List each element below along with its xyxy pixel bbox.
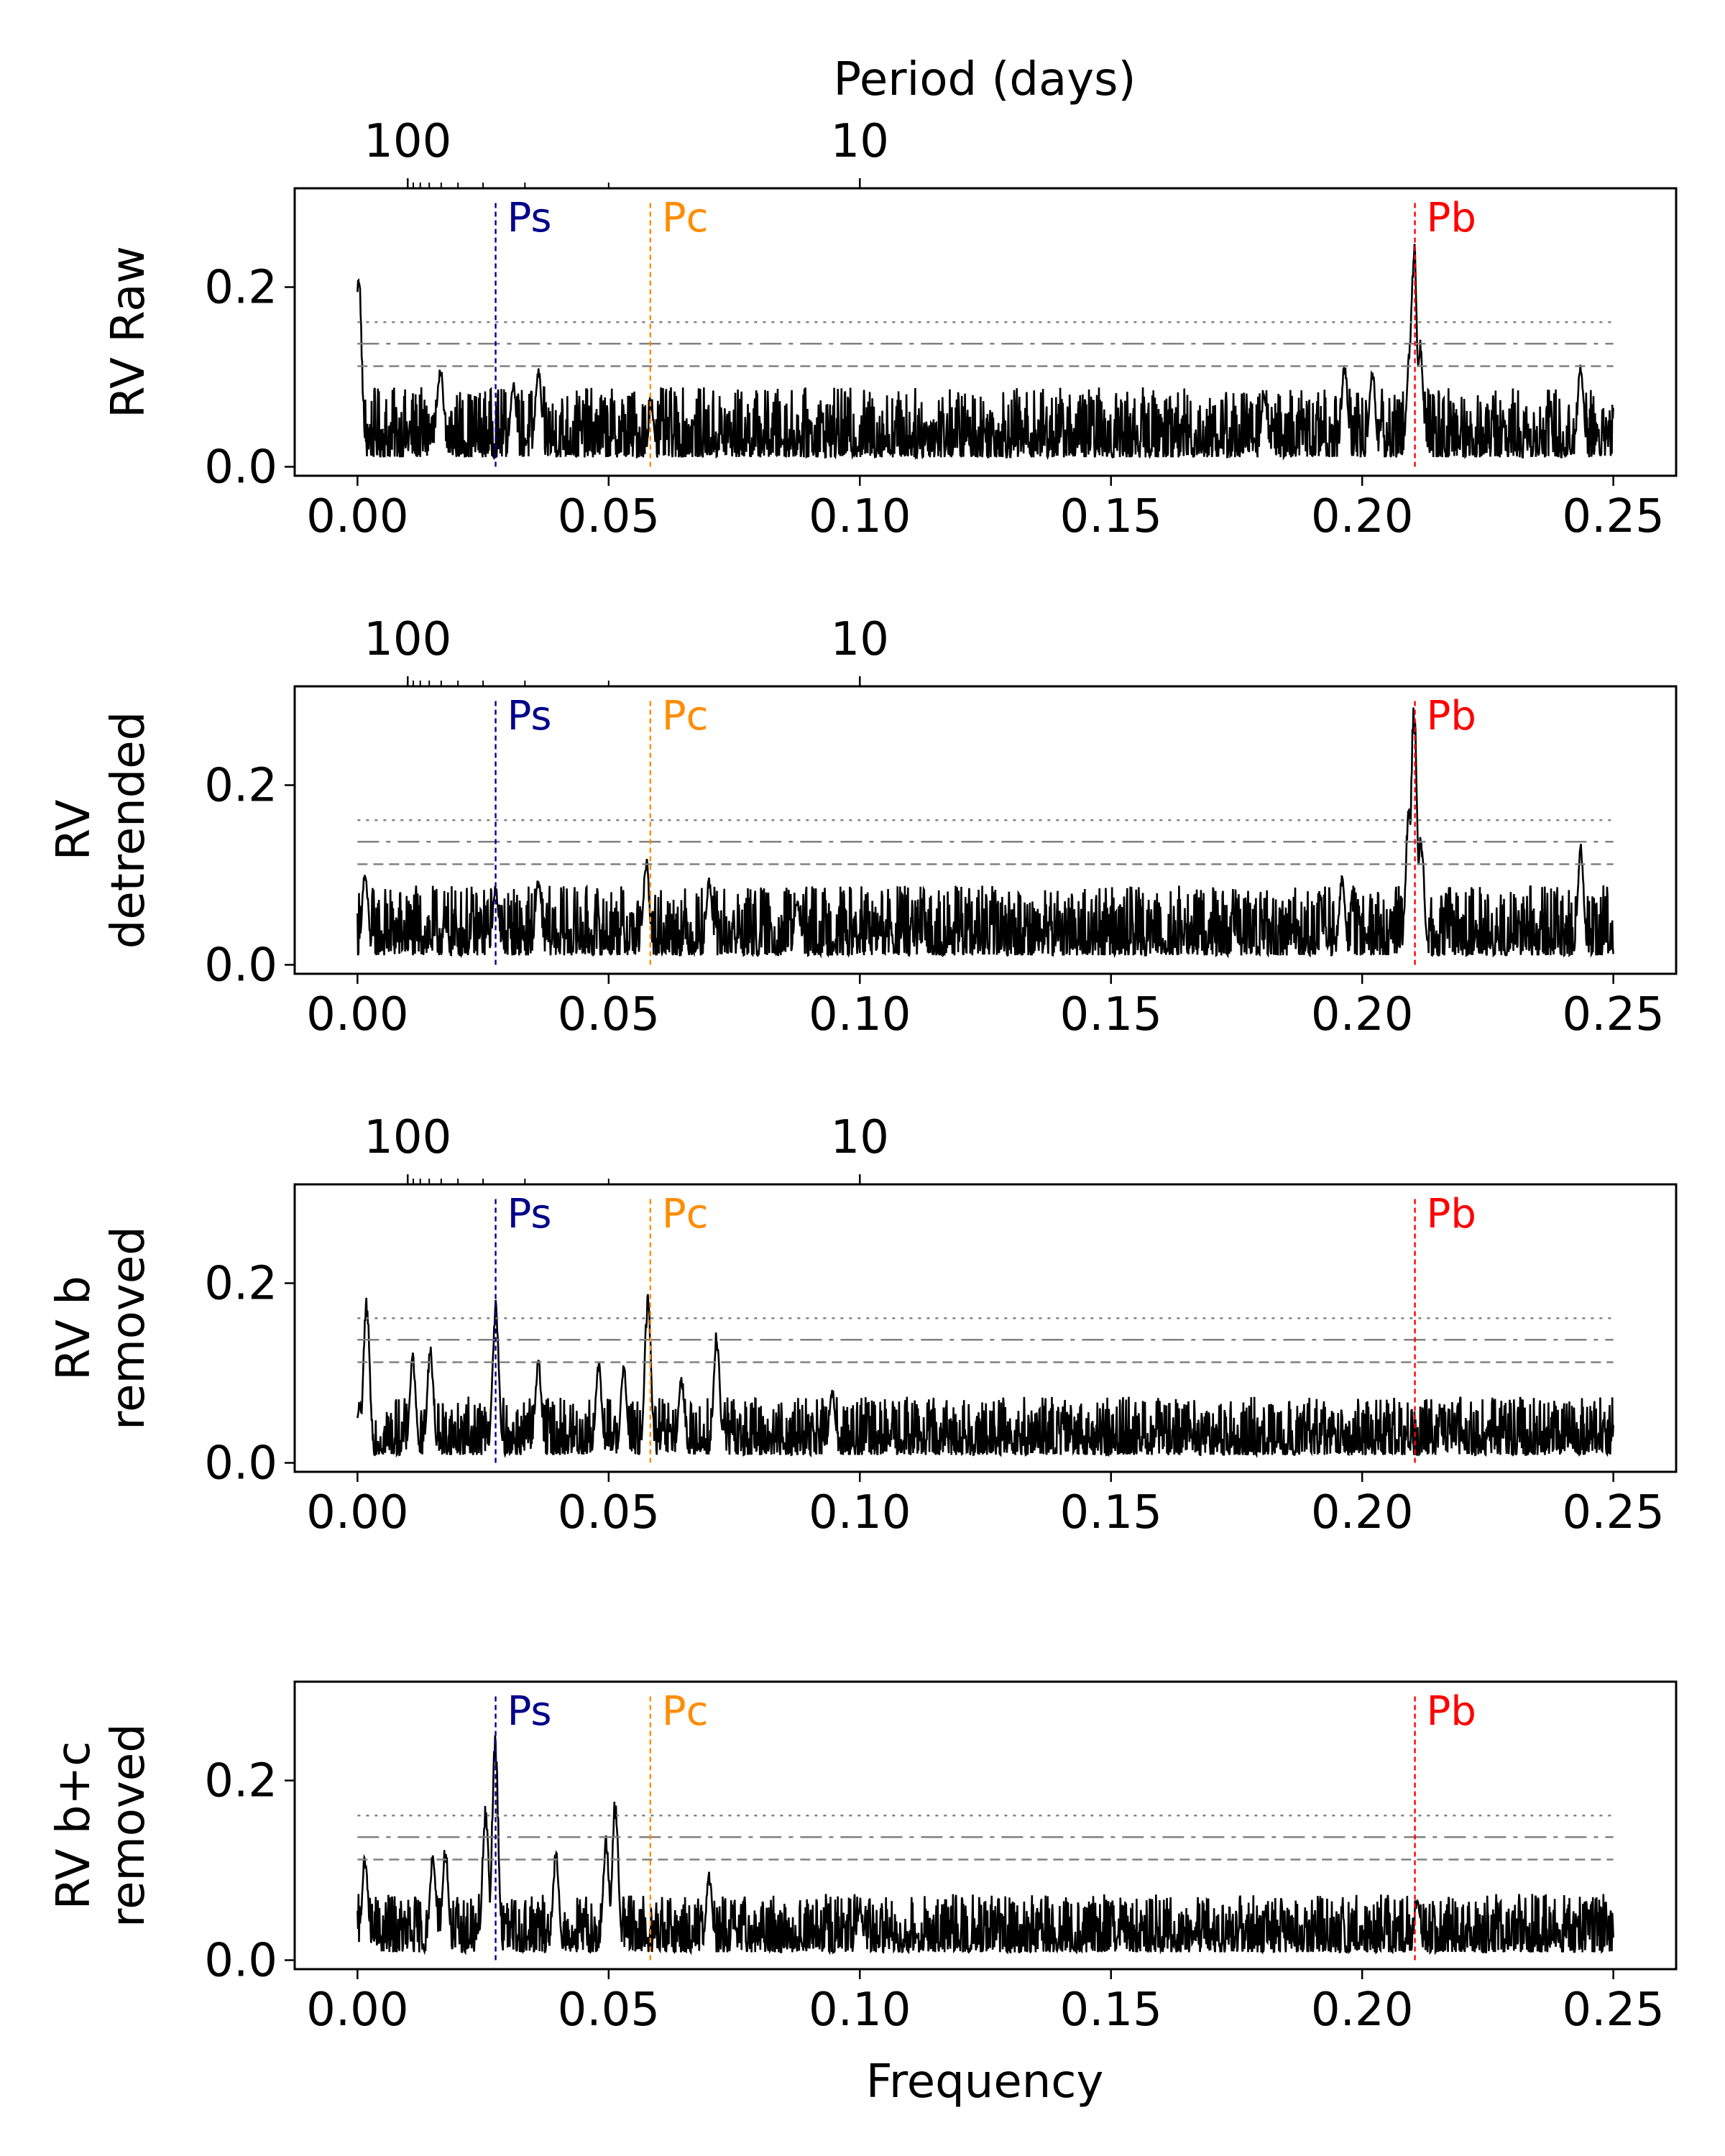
y-tick-label: 0.2 xyxy=(204,1258,277,1311)
marker-label-pb: Pb xyxy=(1427,693,1476,740)
panel-2: Ps Pc Pb 0.00 0.05 0.10 0.15 0.20 0.25 0.0 0.2 RV de… xyxy=(47,613,1678,1041)
marker-label-ps: Ps xyxy=(507,195,552,241)
marker-label-pb: Pb xyxy=(1427,1688,1476,1735)
period-tick-label: 10 xyxy=(831,115,889,168)
plot-frame xyxy=(293,685,1678,975)
x-tick-label: 0.15 xyxy=(1059,490,1162,543)
marker-label-pb: Pb xyxy=(1427,195,1476,241)
y-axis-label: detrended xyxy=(102,711,155,949)
periodogram-line xyxy=(356,1294,1614,1459)
x-tick-label: 0.00 xyxy=(306,1486,409,1539)
marker-label-pb: Pb xyxy=(1427,1191,1476,1238)
plot-frame xyxy=(293,1183,1678,1473)
period-axis-title: Period (days) xyxy=(834,53,1136,106)
x-tick-label: 0.05 xyxy=(558,988,661,1041)
period-tick-label: 10 xyxy=(831,1111,889,1164)
x-tick-label: 0.20 xyxy=(1311,1984,1414,2037)
x-tick-label: 0.00 xyxy=(306,1984,409,2037)
x-tick-label: 0.10 xyxy=(809,1984,911,2037)
frequency-axis-title: Frequency xyxy=(866,2055,1104,2109)
periodogram-line xyxy=(356,707,1614,959)
period-tick-label: 100 xyxy=(364,115,451,168)
x-tick-label: 0.10 xyxy=(809,1486,911,1539)
panel-3: Ps Pc Pb 0.00 0.05 0.10 0.15 0.20 0.25 0.0 0.2 RV b… xyxy=(47,1111,1678,1539)
y-tick-label: 0.2 xyxy=(204,760,277,813)
x-tick-label: 0.25 xyxy=(1562,1486,1665,1539)
x-tick-label: 0.15 xyxy=(1059,1984,1162,2037)
x-tick-label: 0.20 xyxy=(1311,1486,1414,1539)
x-tick-label: 0.15 xyxy=(1059,1486,1162,1539)
y-tick-label: 0.2 xyxy=(204,1755,277,1808)
y-axis-label: RV xyxy=(47,799,101,860)
y-tick-label: 0.2 xyxy=(204,262,277,315)
period-tick-label: 100 xyxy=(364,613,451,666)
x-tick-label: 0.20 xyxy=(1311,988,1414,1041)
x-tick-label: 0.20 xyxy=(1311,490,1414,543)
y-tick-label: 0.0 xyxy=(204,441,277,494)
y-axis-label: RV Raw xyxy=(102,246,155,418)
marker-label-ps: Ps xyxy=(507,1688,552,1735)
period-tick-label: 100 xyxy=(364,1111,451,1164)
plot-frame xyxy=(293,1680,1678,1971)
periodogram-line xyxy=(356,244,1614,461)
x-tick-label: 0.25 xyxy=(1562,490,1665,543)
marker-label-pc: Pc xyxy=(662,693,709,740)
x-tick-label: 0.10 xyxy=(809,988,911,1041)
x-tick-label: 0.00 xyxy=(306,988,409,1041)
y-tick-label: 0.0 xyxy=(204,1935,277,1988)
marker-label-ps: Ps xyxy=(507,1191,552,1238)
y-axis-label: RV b xyxy=(47,1276,101,1381)
y-axis-label: RV b+c xyxy=(47,1741,101,1910)
panel-4: Ps Pc Pb 0.00 0.05 0.10 0.15 0.20 0.25 0.0 0.2 RV b… xyxy=(47,1680,1678,2037)
panels: Ps Pc Pb 0.00 0.05 0.10 0.15 0.20 0.25 0.0 0.2 RV R… xyxy=(47,115,1678,2037)
plot-frame xyxy=(293,187,1678,477)
marker-label-ps: Ps xyxy=(507,693,552,740)
period-tick-label: 10 xyxy=(831,613,889,666)
panel-1: Ps Pc Pb 0.00 0.05 0.10 0.15 0.20 0.25 0.0 0.2 RV R… xyxy=(102,115,1678,543)
periodogram-line xyxy=(356,1735,1614,1955)
x-tick-label: 0.10 xyxy=(809,490,911,543)
x-tick-label: 0.25 xyxy=(1562,1984,1665,2037)
y-tick-label: 0.0 xyxy=(204,1437,277,1491)
marker-label-pc: Pc xyxy=(662,1191,709,1238)
y-tick-label: 0.0 xyxy=(204,939,277,992)
y-axis-label: removed xyxy=(102,1226,155,1430)
x-tick-label: 0.25 xyxy=(1562,988,1665,1041)
x-tick-label: 0.15 xyxy=(1059,988,1162,1041)
x-tick-label: 0.05 xyxy=(558,490,661,543)
x-tick-label: 0.00 xyxy=(306,490,409,543)
x-tick-label: 0.05 xyxy=(558,1486,661,1539)
y-axis-label: removed xyxy=(102,1723,155,1927)
x-tick-label: 0.05 xyxy=(558,1984,661,2037)
marker-label-pc: Pc xyxy=(662,1688,709,1735)
marker-label-pc: Pc xyxy=(662,195,709,241)
